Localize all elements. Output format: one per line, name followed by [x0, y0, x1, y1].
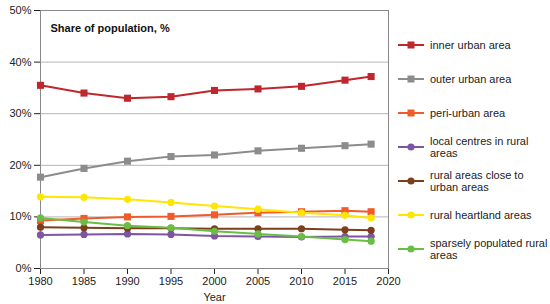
- html-text:peri-urban area: peri-urban area: [430, 107, 506, 119]
- svg-text:1980: 1980: [28, 275, 52, 287]
- svg-text:2020: 2020: [376, 275, 400, 287]
- svg-text:20%: 20%: [9, 159, 31, 171]
- svg-text:2005: 2005: [246, 275, 270, 287]
- svg-text:1995: 1995: [159, 275, 183, 287]
- svg-text:1990: 1990: [115, 275, 139, 287]
- html-text:outer urban area: outer urban area: [430, 73, 512, 85]
- svg-text:Year: Year: [203, 291, 226, 303]
- svg-text:10%: 10%: [9, 210, 31, 222]
- svg-text:1985: 1985: [72, 275, 96, 287]
- svg-text:30%: 30%: [9, 107, 31, 119]
- svg-text:2010: 2010: [289, 275, 313, 287]
- html-text:rural heartland areas: rural heartland areas: [430, 209, 532, 221]
- svg-text:Share of population, %: Share of population, %: [51, 22, 170, 34]
- svg-text:0%: 0%: [16, 262, 32, 274]
- html-text:sparsely populated rural areas: sparsely populated rural areas: [430, 237, 548, 261]
- html-text:rural areas close to urban are: rural areas close to urban areas: [430, 169, 524, 193]
- svg-text:2015: 2015: [333, 275, 357, 287]
- html-text:inner urban area: inner urban area: [430, 39, 511, 51]
- html-text:local centres in rural areas: local centres in rural areas: [430, 135, 529, 159]
- svg-text:50%: 50%: [9, 4, 31, 16]
- svg-text:2000: 2000: [202, 275, 226, 287]
- svg-text:40%: 40%: [9, 56, 31, 68]
